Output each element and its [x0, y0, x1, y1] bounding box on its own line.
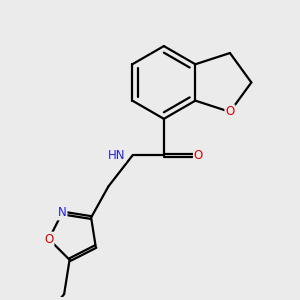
- Text: O: O: [44, 232, 53, 246]
- Text: N: N: [58, 206, 67, 220]
- Text: O: O: [194, 149, 203, 162]
- Text: O: O: [225, 105, 235, 119]
- Text: HN: HN: [108, 149, 125, 162]
